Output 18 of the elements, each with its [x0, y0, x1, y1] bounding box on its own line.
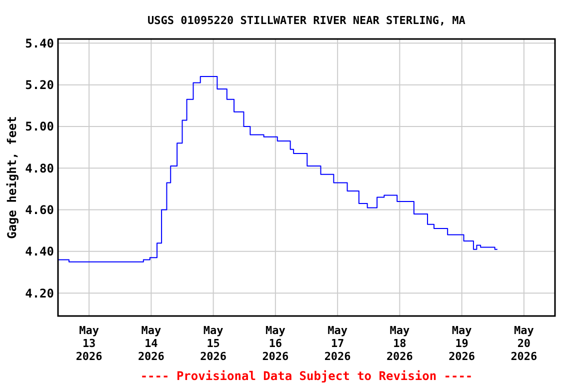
- x-tick-label: May 19 2026: [448, 324, 476, 363]
- x-tick-label: May 16 2026: [262, 324, 290, 363]
- y-tick-label: 5.20: [25, 78, 54, 92]
- x-tick-label: May 13 2026: [76, 324, 103, 363]
- y-axis-title: Gage height, feet: [5, 116, 19, 239]
- x-tick-label: May 15 2026: [200, 324, 227, 363]
- y-tick-label: 5.00: [25, 120, 54, 134]
- chart-title: USGS 01095220 STILLWATER RIVER NEAR STERLING, MA: [148, 14, 466, 27]
- x-tick-label: May 18 2026: [386, 324, 414, 363]
- y-tick-label: 4.40: [25, 244, 54, 259]
- y-tick-label: 4.60: [25, 202, 54, 217]
- x-tick-label: May 17 2026: [324, 324, 352, 363]
- y-tick-label: 4.20: [25, 286, 54, 300]
- x-tick-label: May 14 2026: [138, 324, 165, 363]
- x-tick-label: May 20 2026: [510, 324, 538, 363]
- y-tick-label: 4.80: [25, 161, 54, 176]
- text: ---- Provisional Data Subject to Revision ----: [140, 369, 473, 383]
- y-tick-label: 5.40: [25, 36, 54, 50]
